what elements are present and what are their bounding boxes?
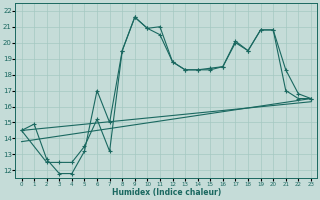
X-axis label: Humidex (Indice chaleur): Humidex (Indice chaleur) <box>112 188 221 197</box>
